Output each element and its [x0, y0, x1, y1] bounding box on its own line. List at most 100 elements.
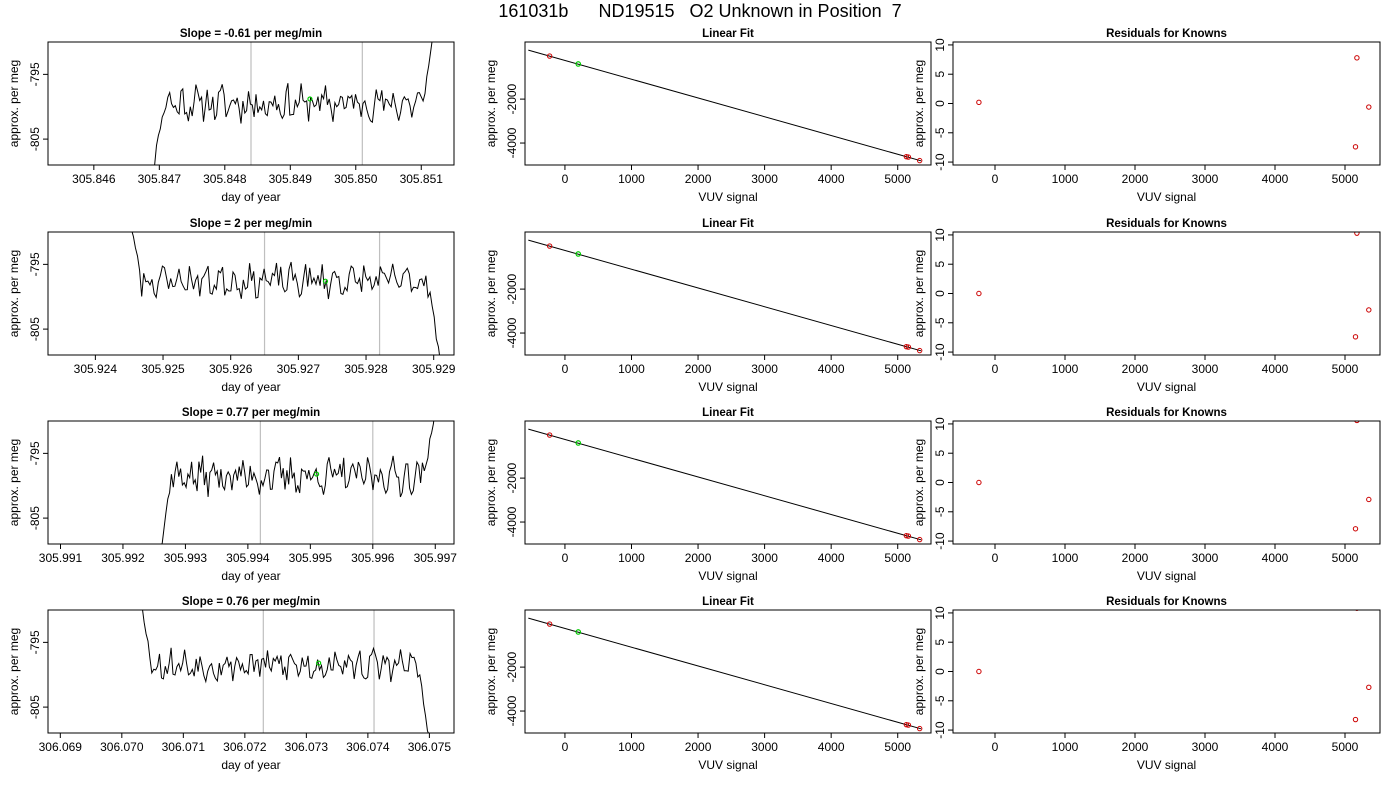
x-tick-label: 4000: [1262, 362, 1289, 376]
x-tick-label: 3000: [1192, 362, 1219, 376]
known-point: [916, 347, 923, 354]
known-point: [916, 725, 923, 732]
x-tick-label: 3000: [1192, 172, 1219, 186]
chart-panel-12: Residuals for Knowns 0 1000 2000 3000 4000 500…: [912, 596, 1381, 772]
known-point: [1352, 334, 1359, 340]
chart-title: Linear Fit: [702, 407, 754, 419]
y-axis-label: approx. per meg: [912, 628, 926, 715]
known-point: [976, 668, 982, 675]
x-tick-label: 0: [562, 551, 569, 565]
x-tick-label: 305.929: [412, 362, 456, 376]
unknown-marker: [316, 660, 322, 666]
x-tick-label: 5000: [1332, 551, 1359, 565]
x-tick-label: 4000: [1262, 740, 1289, 754]
x-tick-label: 306.073: [285, 740, 329, 754]
plot-frame: [952, 231, 1381, 356]
chart-panel-11: Linear Fit 0 1000 2000 3000 4000 5000 -2000 -400…: [484, 596, 932, 772]
plot-area: [161, 421, 435, 544]
fit-line: [528, 428, 922, 541]
x-tick-label: 4000: [1262, 551, 1289, 565]
unknown-marker: [322, 278, 329, 284]
plot-area: [976, 232, 1372, 340]
unknown-point: [575, 440, 582, 446]
x-tick-label: 1000: [1052, 172, 1079, 186]
unknown-point: [575, 629, 582, 635]
x-tick-label: 305.849: [269, 172, 313, 186]
y-axis-label: approx. per meg: [484, 250, 498, 337]
y-axis-label: approx. per meg: [7, 439, 21, 526]
y-axis-label: approx. per meg: [484, 60, 498, 147]
chart-panel-1: Slope = -0.61 per meg/min 305.846 305.847 3…: [7, 28, 455, 204]
y-tick-label: -795: [28, 630, 42, 654]
plot-frame: [952, 420, 1381, 545]
chart-panel-8: Linear Fit 0 1000 2000 3000 4000 5000 -2000 -400…: [484, 407, 932, 583]
y-tick-label: -5: [933, 695, 947, 706]
chart-title: Slope = 0.76 per meg/min: [182, 596, 320, 608]
x-axis-label: VUV signal: [1137, 758, 1196, 772]
y-tick-label: -4000: [505, 695, 519, 726]
chart-title: Residuals for Knowns: [1106, 407, 1227, 419]
fit-line: [528, 617, 922, 730]
plot-frame: [952, 609, 1381, 734]
y-tick-label: -10: [933, 153, 947, 171]
y-axis-label: approx. per meg: [7, 628, 21, 715]
y-axis-label: approx. per meg: [7, 60, 21, 147]
y-tick-label: 10: [933, 606, 947, 620]
x-axis-label: VUV signal: [698, 569, 757, 583]
x-tick-label: 5000: [1332, 172, 1359, 186]
data-trace: [154, 42, 433, 165]
chart-title: Residuals for Knowns: [1106, 28, 1227, 40]
x-tick-label: 305.846: [72, 172, 116, 186]
x-tick-label: 1000: [618, 551, 645, 565]
plot-frame: [47, 420, 455, 545]
y-tick-label: 0: [933, 290, 947, 297]
x-tick-label: 1000: [1052, 362, 1079, 376]
x-tick-label: 305.996: [351, 551, 395, 565]
y-tick-label: 0: [933, 668, 947, 675]
known-point: [1366, 496, 1372, 503]
x-tick-label: 5000: [1332, 362, 1359, 376]
chart-title: Linear Fit: [702, 596, 754, 608]
y-tick-label: -5: [933, 127, 947, 138]
known-point: [916, 536, 923, 543]
x-tick-label: 306.075: [408, 740, 452, 754]
chart-panel-3: Residuals for Knowns 0 1000 2000 3000 4000 500…: [912, 28, 1381, 204]
known-point: [1366, 104, 1372, 110]
unknown-marker: [307, 96, 313, 102]
y-tick-label: -4000: [505, 506, 519, 537]
x-axis-label: day of year: [221, 190, 280, 204]
y-tick-label: -10: [933, 532, 947, 550]
plot-area: [154, 42, 433, 165]
x-axis-label: VUV signal: [698, 758, 757, 772]
y-tick-label: 5: [933, 639, 947, 646]
y-axis-label: approx. per meg: [7, 250, 21, 337]
plot-frame: [47, 609, 455, 734]
x-tick-label: 3000: [1192, 740, 1219, 754]
plot-frame: [524, 231, 932, 356]
chart-title: Linear Fit: [702, 28, 754, 40]
known-point: [546, 621, 553, 627]
x-tick-label: 0: [992, 362, 999, 376]
x-axis-label: day of year: [221, 380, 280, 394]
x-tick-label: 0: [992, 172, 999, 186]
x-tick-label: 306.069: [39, 740, 83, 754]
chart-title: Slope = 0.77 per meg/min: [182, 407, 320, 419]
x-tick-label: 305.925: [141, 362, 185, 376]
x-tick-label: 5000: [884, 740, 911, 754]
known-point: [1366, 684, 1372, 691]
plot-area: [528, 617, 923, 732]
x-tick-label: 3000: [1192, 551, 1219, 565]
x-tick-label: 5000: [1332, 740, 1359, 754]
y-tick-label: 10: [933, 228, 947, 242]
y-tick-label: 10: [933, 38, 947, 52]
plot-area: [976, 421, 1372, 532]
chart-panel-9: Residuals for Knowns 0 1000 2000 3000 4000 500…: [912, 407, 1381, 583]
x-tick-label: 2000: [685, 172, 712, 186]
x-tick-label: 1000: [618, 740, 645, 754]
known-point: [905, 533, 912, 539]
unknown-marker: [313, 471, 320, 477]
y-tick-label: 5: [933, 71, 947, 78]
chart-panel-4: Slope = 2 per meg/min 305.924 305.925 305.9…: [7, 218, 456, 394]
y-axis-label: approx. per meg: [484, 628, 498, 715]
known-point: [905, 722, 912, 728]
